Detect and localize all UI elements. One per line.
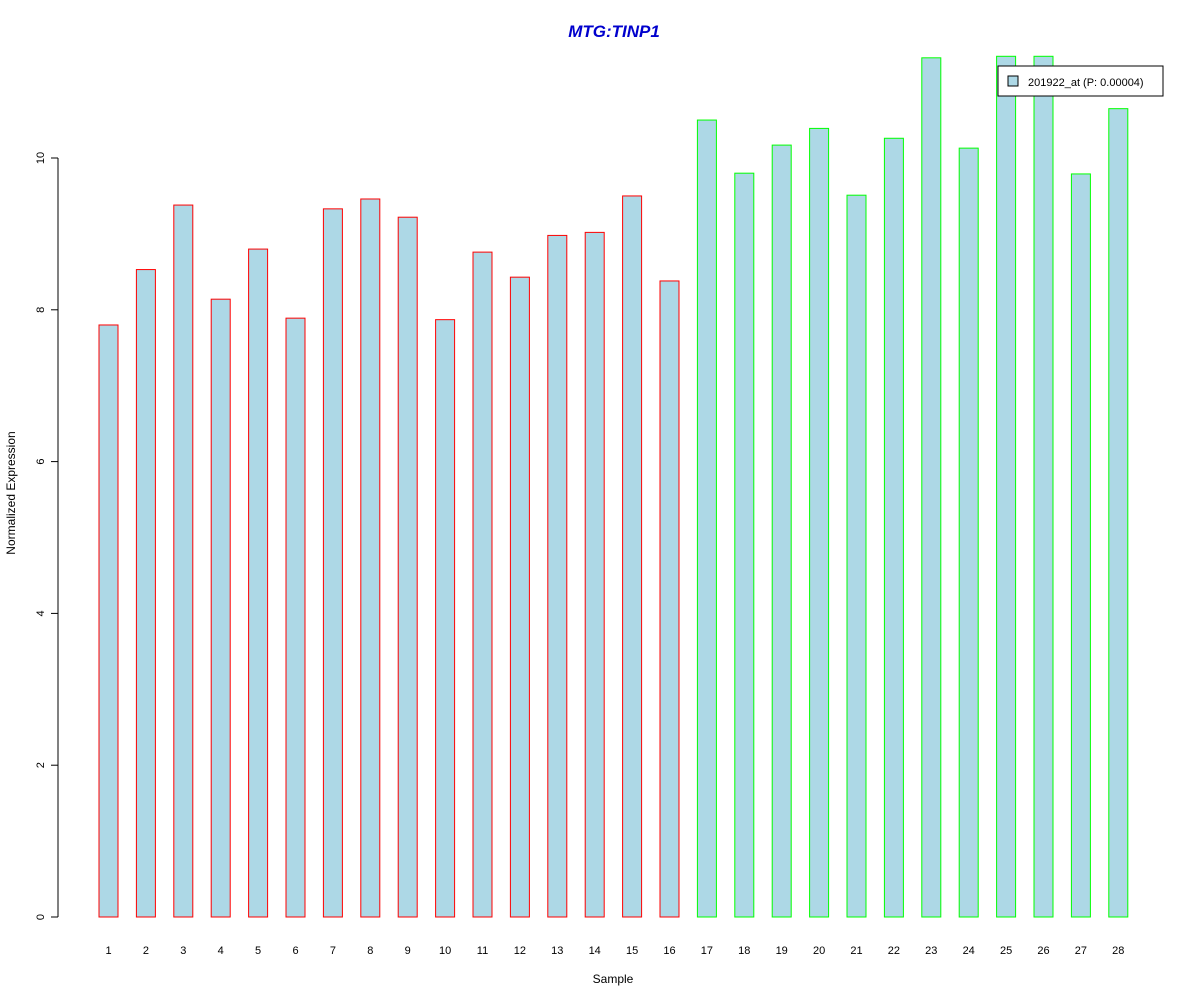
x-tick-label: 1 — [105, 945, 111, 957]
x-tick-label: 15 — [626, 945, 638, 957]
bar-sample-8 — [360, 198, 381, 918]
x-tick-label: 21 — [850, 945, 862, 957]
x-tick-label: 11 — [477, 945, 488, 957]
legend-swatch — [1007, 75, 1019, 87]
y-axis-ticks: 0 2 4 6 8 10 — [35, 152, 58, 920]
legend-box — [997, 65, 1164, 97]
x-tick-label: 4 — [218, 945, 224, 957]
bar-sample-26 — [1033, 55, 1054, 918]
x-tick-label: 9 — [405, 945, 411, 957]
x-tick-label: 24 — [963, 945, 975, 957]
bar-sample-1 — [98, 324, 119, 918]
x-tick-label: 23 — [925, 945, 937, 957]
chart-title: MTG:TINP1 — [568, 22, 660, 41]
bar-sample-27 — [1070, 173, 1091, 918]
legend-label: 201922_at (P: 0.00004) — [1028, 77, 1144, 89]
bar-sample-24 — [958, 147, 979, 918]
bar-sample-10 — [435, 319, 456, 918]
y-axis-label: Normalized Expression — [4, 431, 18, 554]
bar-sample-3 — [173, 204, 194, 918]
bar-sample-11 — [472, 251, 493, 918]
x-tick-label: 27 — [1075, 945, 1087, 957]
bar-sample-21 — [846, 194, 867, 918]
x-tick-label: 16 — [663, 945, 675, 957]
x-tick-label: 28 — [1112, 945, 1124, 957]
bar-sample-28 — [1108, 108, 1129, 918]
x-tick-label: 18 — [738, 945, 750, 957]
x-tick-label: 10 — [439, 945, 451, 957]
bar-sample-14 — [584, 231, 605, 918]
bar-sample-7 — [322, 208, 343, 918]
x-tick-label: 14 — [589, 945, 601, 957]
bar-sample-4 — [210, 298, 231, 918]
y-tick-label: 0 — [35, 914, 47, 920]
x-tick-label: 2 — [143, 945, 149, 957]
x-tick-label: 20 — [813, 945, 825, 957]
bar-sample-2 — [135, 269, 156, 918]
x-tick-label: 25 — [1000, 945, 1012, 957]
bar-sample-12 — [509, 276, 530, 918]
x-tick-label: 8 — [367, 945, 373, 957]
bar-sample-6 — [285, 317, 306, 918]
x-tick-label: 5 — [255, 945, 261, 957]
bar-series — [98, 55, 1129, 918]
bar-sample-19 — [771, 144, 792, 918]
y-tick-label: 4 — [35, 610, 47, 616]
bar-sample-20 — [809, 127, 830, 918]
x-axis-tick-labels: 1 2 3 4 5 6 7 8 9 10 11 12 13 14 15 16 17 18 19 20 21 22 23 24 2… — [105, 945, 1124, 957]
x-tick-label: 22 — [888, 945, 900, 957]
x-tick-label: 3 — [180, 945, 186, 957]
x-tick-label: 12 — [514, 945, 526, 957]
bar-sample-5 — [248, 248, 269, 918]
x-tick-label: 19 — [776, 945, 788, 957]
x-tick-label: 7 — [330, 945, 336, 957]
bar-sample-17 — [696, 119, 717, 918]
y-tick-label: 8 — [35, 307, 47, 313]
bar-sample-23 — [921, 57, 942, 918]
bar-sample-15 — [622, 195, 643, 918]
bar-sample-13 — [547, 234, 568, 918]
legend: 201922_at (P: 0.00004) — [997, 65, 1164, 97]
x-tick-label: 26 — [1037, 945, 1049, 957]
x-tick-label: 6 — [292, 945, 298, 957]
x-tick-label: 13 — [551, 945, 563, 957]
bar-sample-16 — [659, 280, 680, 918]
y-tick-label: 10 — [35, 152, 47, 164]
bar-sample-18 — [734, 172, 755, 918]
x-axis-label: Sample — [593, 972, 634, 986]
x-tick-label: 17 — [701, 945, 713, 957]
bar-sample-25 — [996, 55, 1017, 918]
y-tick-label: 6 — [35, 459, 47, 465]
y-tick-label: 2 — [35, 762, 47, 768]
bar-sample-22 — [883, 137, 904, 918]
bar-sample-9 — [397, 216, 418, 918]
